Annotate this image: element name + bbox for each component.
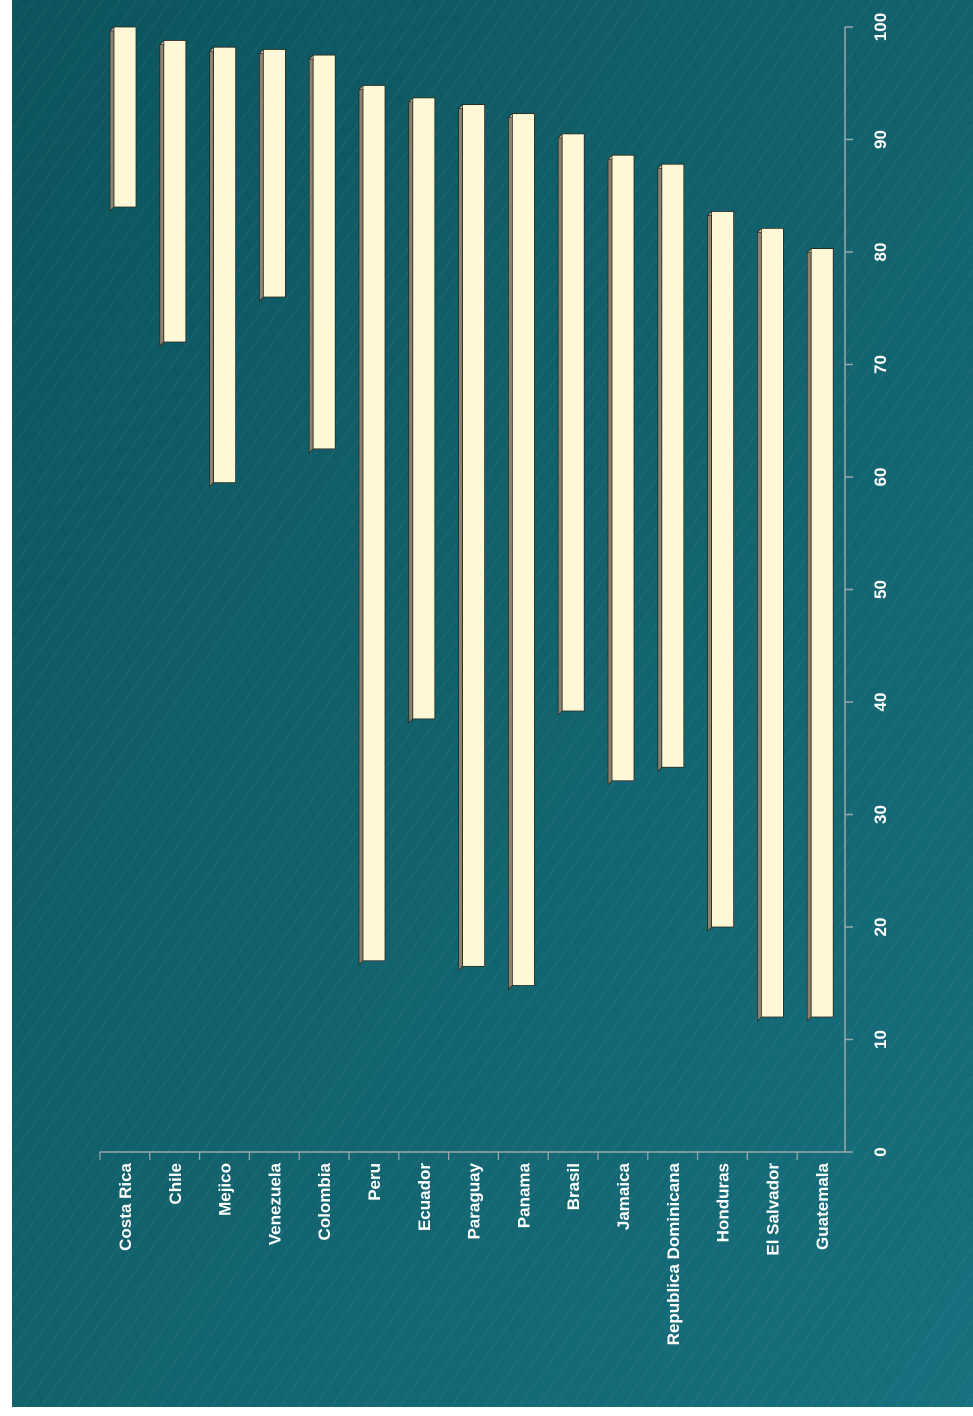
category-label-venezuela: Venezuela [265,1162,284,1245]
bars [109,26,835,1022]
bar-el-salvador [756,227,785,1022]
value-tick-label: 50 [871,580,890,599]
bar-honduras [706,210,735,932]
bar-ecuador [407,96,436,724]
bar-side [607,154,613,786]
bar-face [512,113,535,986]
value-tick-label: 70 [871,355,890,374]
category-label-panama: Panama [514,1162,533,1228]
category-label-brasil: Brasil [564,1163,583,1210]
bar-face [113,26,137,208]
bar-face [262,49,286,298]
bar-face [163,40,187,343]
bar-panama [507,112,536,991]
bar-side [757,227,762,1022]
bar-face [362,85,386,962]
bar-colombia [308,54,337,454]
category-label-ecuador: Ecuador [415,1163,434,1231]
value-tick-label: 60 [871,468,890,487]
bar-brasil [557,132,586,716]
bar-paraguay [457,103,486,972]
bar-guatemala [806,247,835,1022]
bar-side [159,39,165,347]
category-label-guatemala: Guatemala [813,1162,832,1249]
bar-side [209,46,215,488]
category-label-peru: Peru [365,1163,384,1201]
bar-side [109,26,115,212]
bar-face [213,46,237,484]
category-label-colombia: Colombia [315,1162,334,1240]
category-label-republica-dominicana: Republica Dominicana [664,1162,683,1345]
category-label-jamaica: Jamaica [614,1162,633,1230]
bar-side [358,84,364,966]
category-label-paraguay: Paraguay [465,1162,484,1239]
bar-face [761,227,784,1018]
bar-side [806,247,812,1022]
bar-face [462,104,486,967]
bar-face [561,133,585,712]
value-tick-label: 90 [871,130,890,149]
value-tick-label: 10 [871,1030,890,1049]
bar-side [707,210,712,932]
bar-side [557,132,563,716]
bar-venezuela [258,48,287,302]
bar-side [408,96,414,724]
bar-face [810,248,834,1018]
value-tick-label: 30 [871,805,890,824]
bar-side [458,103,464,972]
bar-side [308,54,314,454]
bar-side [507,112,513,991]
bar-side [657,163,663,773]
bar-face [312,54,336,450]
category-label-honduras: Honduras [714,1163,733,1242]
value-tick-label: 0 [871,1147,890,1156]
category-label-el-salvador: El Salvador [763,1163,782,1256]
bar-side [258,48,264,302]
bar-face [711,211,734,928]
bar-jamaica [607,154,635,786]
bar-republica-dominicana [656,163,685,773]
bar-peru [358,84,386,966]
value-axis: 0 10 20 30 40 50 60 70 80 90 100 [100,13,890,1157]
category-label-mejico: Mejico [216,1163,235,1216]
value-tick-label: 100 [871,13,890,41]
bar-face [611,154,635,782]
bar-face [661,163,685,768]
value-tick-label: 20 [871,918,890,937]
bar-mejico [208,46,237,488]
category-label-costa-rica: Costa Rica [116,1162,135,1250]
value-tick-label: 40 [871,693,890,712]
category-label-chile: Chile [166,1163,185,1205]
category-axis: Costa Rica Chile Mejico Venezuela Colombia Pe… [99,1152,832,1345]
value-tick-label: 80 [871,243,890,262]
bar-face [412,97,436,720]
bar-chile [158,39,187,347]
bar-costa-rica [109,26,137,212]
